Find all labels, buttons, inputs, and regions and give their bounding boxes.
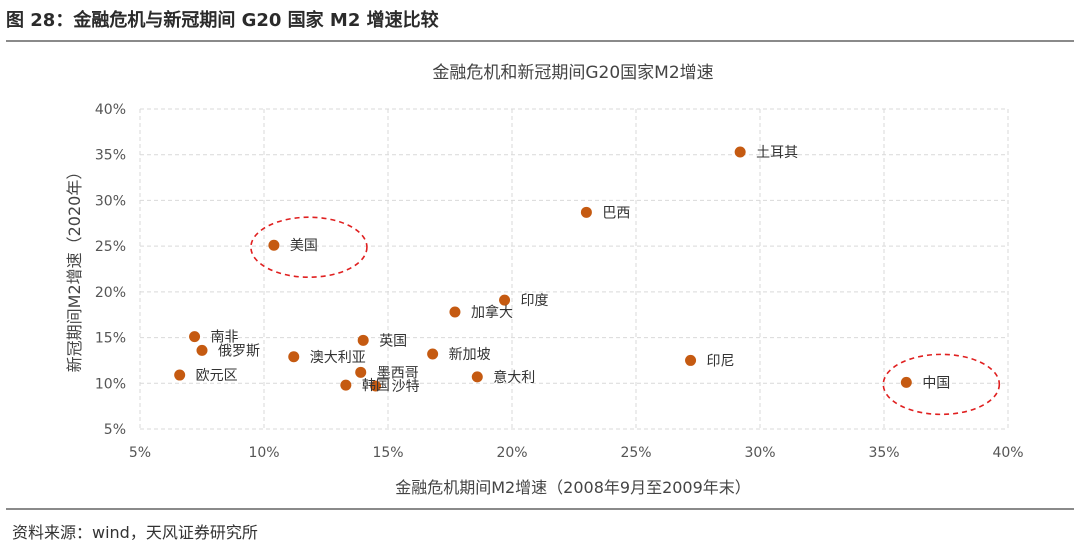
chart-title: 金融危机和新冠期间G20国家M2增速: [432, 63, 713, 83]
x-tick-label: 10%: [248, 445, 279, 461]
x-tick-label: 25%: [620, 445, 651, 461]
x-tick-label: 30%: [744, 445, 775, 461]
data-point-label: 意大利: [493, 369, 535, 386]
grid-lines: [139, 108, 1009, 430]
data-point-label: 英国: [379, 332, 407, 349]
y-tick-label: 40%: [95, 102, 126, 118]
data-point-label: 土耳其: [756, 145, 798, 161]
data-point: [580, 206, 592, 218]
y-tick-label: 15%: [95, 331, 126, 347]
data-point: [288, 351, 300, 363]
y-tick-label: 5%: [104, 422, 126, 438]
y-axis-label: 新冠期间M2增速（2020年）: [65, 164, 84, 373]
data-point-label: 墨西哥: [377, 365, 419, 381]
x-tick-label: 15%: [372, 445, 403, 461]
y-tick-label: 20%: [95, 285, 126, 301]
data-point-label: 澳大利亚: [310, 350, 366, 366]
x-axis-ticks: 5% 10% 15% 20% 25% 30% 35% 40%: [129, 445, 1024, 461]
data-point: [499, 294, 511, 306]
data-point-label: 巴西: [602, 205, 630, 221]
data-point: [449, 306, 461, 318]
data-point: [189, 331, 201, 343]
data-point-label: 南非: [211, 330, 239, 346]
y-tick-label: 35%: [95, 148, 126, 164]
y-tick-label: 10%: [95, 376, 126, 392]
data-point-label: 加拿大: [471, 304, 513, 321]
highlight-rings: [250, 216, 1001, 416]
data-point-label: 美国: [290, 238, 318, 254]
data-point: [900, 376, 912, 388]
data-point-label: 中国: [922, 375, 950, 391]
data-point: [427, 348, 439, 360]
bottom-divider: [6, 508, 1074, 510]
data-point-label: 印度: [521, 293, 549, 309]
data-point: [340, 379, 352, 391]
x-tick-label: 5%: [129, 445, 151, 461]
highlight-ring: [882, 353, 1001, 416]
data-point: [370, 380, 382, 392]
data-point: [196, 344, 208, 356]
data-point: [685, 354, 697, 366]
data-point: [734, 146, 746, 158]
data-point: [268, 239, 280, 251]
data-point: [357, 334, 369, 346]
y-axis-ticks: 5% 10% 15% 20% 25% 30% 35% 40%: [95, 102, 126, 438]
data-point: [355, 366, 367, 378]
figure-title: 图 28：金融危机与新冠期间 G20 国家 M2 增速比较: [6, 10, 439, 31]
data-point-label: 印尼: [707, 353, 735, 369]
x-tick-label: 20%: [496, 445, 527, 461]
x-tick-label: 40%: [992, 445, 1023, 461]
x-tick-label: 35%: [868, 445, 899, 461]
y-tick-label: 25%: [95, 239, 126, 255]
data-point: [471, 371, 483, 383]
highlight-ring: [250, 216, 368, 279]
scatter-chart: 金融危机和新冠期间G20国家M2增速 5% 10% 15% 20% 25% 30% 35% 4…: [65, 63, 1024, 497]
y-tick-label: 30%: [95, 193, 126, 209]
top-divider: [6, 40, 1074, 42]
data-point: [174, 369, 186, 381]
data-point-label: 韩国: [362, 378, 390, 394]
data-point-label: 欧元区: [196, 368, 238, 384]
data-points: [174, 146, 912, 392]
data-point-label: 沙特: [392, 379, 420, 395]
data-point-label: 俄罗斯: [218, 343, 260, 359]
source-note: 资料来源：wind，天风证券研究所: [12, 523, 258, 542]
x-axis-label: 金融危机期间M2增速（2008年9月至2009年末）: [395, 478, 751, 497]
data-point-label: 新加坡: [449, 347, 491, 363]
